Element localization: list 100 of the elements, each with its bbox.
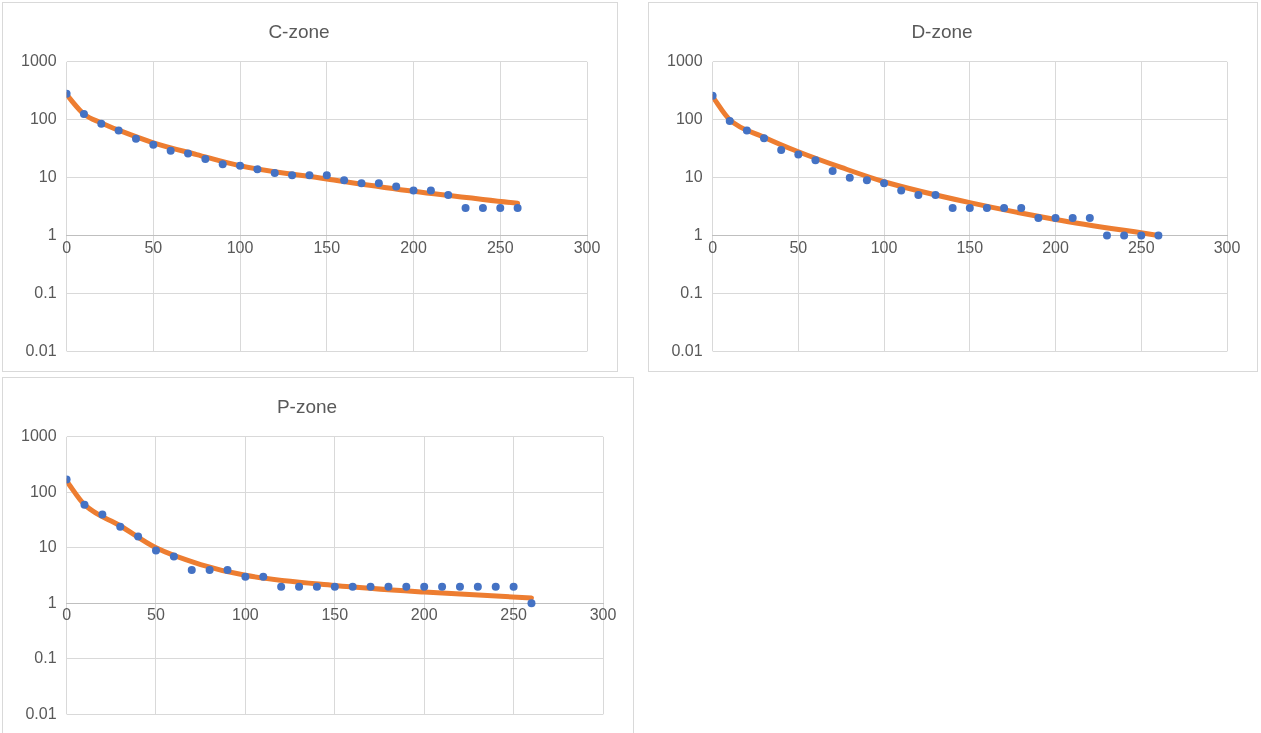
y-tick-label: 1000 xyxy=(21,427,57,445)
x-tick-label: 300 xyxy=(589,606,617,624)
x-tick-label: 50 xyxy=(789,238,808,256)
y-tick-label: 10 xyxy=(38,538,57,556)
point xyxy=(241,572,250,581)
point xyxy=(828,167,837,176)
point xyxy=(259,572,268,581)
x-tick-label: 250 xyxy=(486,238,514,256)
point xyxy=(496,203,505,212)
x-tick-label: 0 xyxy=(62,606,72,624)
y-tick-label: 0.1 xyxy=(34,649,57,667)
point xyxy=(1051,214,1060,223)
point xyxy=(444,191,453,200)
point xyxy=(862,176,871,185)
y-tick-label: 1000 xyxy=(667,52,703,70)
point xyxy=(218,160,227,169)
x-tick-label: 200 xyxy=(400,238,427,256)
point xyxy=(114,126,123,135)
point xyxy=(811,156,820,165)
y-tick-label: 1 xyxy=(47,225,57,243)
x-tick-label: 250 xyxy=(500,606,528,624)
point xyxy=(794,150,803,159)
y-tick-label: 1000 xyxy=(21,52,57,70)
y-tick-label: 1 xyxy=(47,593,57,611)
point xyxy=(374,179,383,188)
point xyxy=(169,552,178,561)
point xyxy=(509,582,518,591)
point xyxy=(184,149,193,158)
point xyxy=(491,582,500,591)
point xyxy=(1068,214,1077,223)
y-tick-label: 0.01 xyxy=(25,341,57,359)
point xyxy=(366,582,375,591)
point xyxy=(277,582,286,591)
point xyxy=(1034,214,1043,223)
x-tick-label: 0 xyxy=(708,238,718,256)
point xyxy=(1017,203,1026,212)
point xyxy=(1000,203,1009,212)
point xyxy=(513,203,522,212)
point xyxy=(438,582,447,591)
point xyxy=(473,582,482,591)
x-tick-label: 150 xyxy=(313,238,341,256)
point xyxy=(1102,231,1111,240)
point xyxy=(236,161,245,170)
point xyxy=(1120,231,1129,240)
x-tick-label: 300 xyxy=(1213,238,1241,256)
x-tick-label: 150 xyxy=(956,238,984,256)
y-tick-label: 0.01 xyxy=(25,704,57,722)
point xyxy=(205,565,214,574)
point xyxy=(914,191,923,200)
x-tick-label: 300 xyxy=(573,238,601,256)
point xyxy=(777,146,786,155)
point xyxy=(1137,231,1146,240)
point xyxy=(420,582,429,591)
point xyxy=(270,169,279,178)
point xyxy=(357,179,366,188)
point xyxy=(931,191,940,200)
point xyxy=(742,126,751,135)
point xyxy=(965,203,974,212)
point xyxy=(116,522,125,531)
point xyxy=(384,582,393,591)
point xyxy=(880,179,889,188)
point xyxy=(312,582,321,591)
y-tick-label: 100 xyxy=(675,110,703,128)
point xyxy=(402,582,411,591)
x-tick-label: 200 xyxy=(1042,238,1069,256)
x-tick-label: 250 xyxy=(1127,238,1155,256)
point xyxy=(426,186,435,195)
y-tick-label: 100 xyxy=(29,482,57,500)
point xyxy=(80,500,89,509)
y-tick-label: 100 xyxy=(29,110,57,128)
point xyxy=(760,134,769,143)
point xyxy=(152,546,160,555)
point xyxy=(1085,214,1094,223)
x-tick-label: 50 xyxy=(144,238,163,256)
point xyxy=(131,134,140,143)
point xyxy=(340,176,349,185)
x-tick-label: 50 xyxy=(147,606,165,624)
y-tick-label: 10 xyxy=(684,168,703,186)
point xyxy=(455,582,464,591)
point xyxy=(187,565,196,574)
point xyxy=(330,582,339,591)
y-tick-label: 10 xyxy=(38,168,57,186)
y-tick-label: 0.01 xyxy=(671,341,703,359)
point xyxy=(295,582,304,591)
x-tick-label: 100 xyxy=(232,606,259,624)
point xyxy=(305,171,314,180)
point xyxy=(79,110,88,119)
y-tick-label: 0.1 xyxy=(34,283,57,301)
x-tick-label: 100 xyxy=(870,238,898,256)
y-tick-label: 1 xyxy=(693,225,703,243)
point xyxy=(98,510,107,519)
x-tick-label: 0 xyxy=(62,238,72,256)
point xyxy=(201,154,210,163)
chart-title: D-zone xyxy=(911,20,973,42)
point xyxy=(322,171,331,180)
chart-title: C-zone xyxy=(268,20,330,42)
point xyxy=(527,599,536,608)
chart-title: P-zone xyxy=(276,395,338,417)
point xyxy=(1154,231,1163,240)
point xyxy=(149,140,158,149)
